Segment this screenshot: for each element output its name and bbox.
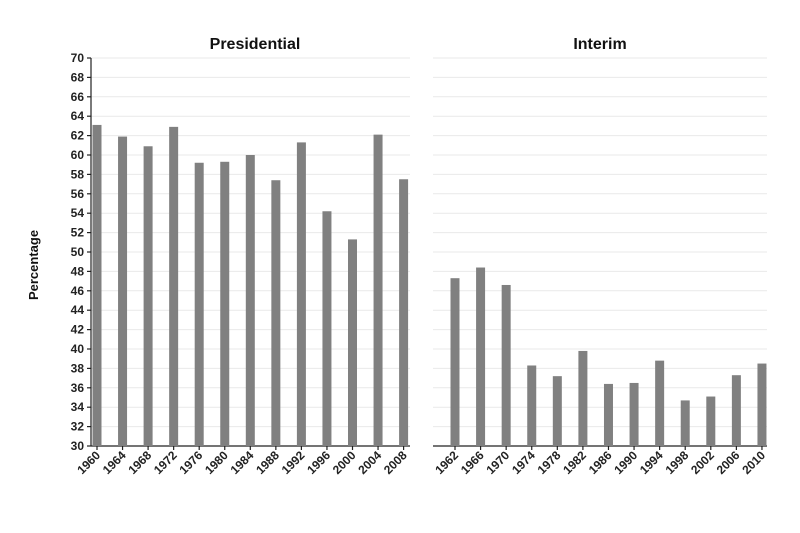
- x-tick-label: 1988: [253, 448, 282, 477]
- x-tick-label: 1966: [458, 448, 487, 477]
- x-tick-label: 2002: [688, 448, 717, 477]
- x-tick-label: 1998: [663, 448, 692, 477]
- y-tick-label: 40: [71, 342, 85, 356]
- chart-panel-1: Interim196219661970197419781982198619901…: [432, 36, 768, 477]
- y-tick-label: 44: [71, 303, 85, 317]
- bar-1986: [603, 383, 613, 446]
- x-tick-label: 1996: [304, 448, 333, 477]
- bar-1972: [169, 126, 179, 447]
- x-tick-label: 2008: [381, 448, 410, 477]
- x-tick-label: 1980: [202, 448, 231, 477]
- bar-1998: [680, 400, 690, 446]
- y-axis-label: Percentage: [26, 230, 41, 300]
- y-tick-label: 50: [71, 245, 85, 259]
- y-tick-label: 70: [71, 51, 85, 65]
- bar-1992: [296, 142, 306, 446]
- y-tick-label: 46: [71, 284, 85, 298]
- bar-1978: [552, 376, 562, 446]
- x-tick-label: 1992: [279, 448, 308, 477]
- y-tick-label: 64: [71, 109, 85, 123]
- x-tick-label: 2004: [355, 448, 384, 477]
- y-tick-label: 60: [71, 148, 85, 162]
- x-tick-label: 1964: [100, 448, 129, 477]
- bar-1964: [118, 136, 128, 446]
- bar-2004: [373, 134, 383, 446]
- y-tick-label: 52: [71, 226, 85, 240]
- x-tick-label: 1970: [483, 448, 512, 477]
- bar-1976: [194, 162, 204, 446]
- x-tick-label: 1962: [432, 448, 461, 477]
- bar-1966: [476, 267, 486, 446]
- bar-2010: [757, 363, 767, 446]
- y-tick-label: 62: [71, 129, 85, 143]
- bar-1982: [578, 350, 588, 446]
- x-tick-label: 1978: [535, 448, 564, 477]
- bar-1984: [245, 155, 255, 446]
- chart-panel-0: Presidential 30 32 34 36 38 40 42 44 46 48 50 52 54 56…: [71, 36, 410, 477]
- y-tick-label: 66: [71, 90, 85, 104]
- x-tick-label: 1994: [637, 448, 666, 477]
- bar-1960: [92, 124, 102, 447]
- panel-title: Interim: [573, 36, 626, 53]
- y-tick-label: 30: [71, 439, 85, 453]
- x-tick-label: 1990: [611, 448, 640, 477]
- bar-2002: [706, 396, 716, 446]
- y-tick-label: 36: [71, 381, 85, 395]
- x-tick-label: 1984: [228, 448, 257, 477]
- x-tick-label: 1974: [509, 448, 538, 477]
- bar-2008: [399, 179, 409, 446]
- bar-1968: [143, 146, 153, 446]
- y-tick-label: 42: [71, 323, 85, 337]
- x-tick-label: 1976: [177, 448, 206, 477]
- x-tick-label: 1982: [560, 448, 589, 477]
- bar-1996: [322, 211, 332, 446]
- x-tick-label: 1986: [586, 448, 615, 477]
- bar-1962: [450, 278, 460, 446]
- x-tick-label: 1972: [151, 448, 180, 477]
- chart-panels: Presidential 30 32 34 36 38 40 42 44 46 48 50 52 54 56…: [71, 36, 769, 477]
- bar-2000: [348, 239, 357, 446]
- x-tick-label: 2000: [330, 448, 359, 477]
- y-tick-label: 58: [71, 167, 85, 181]
- y-tick-label: 32: [71, 420, 85, 434]
- bar-1974: [527, 365, 537, 446]
- bar-1994: [655, 360, 665, 446]
- y-tick-label: 56: [71, 187, 85, 201]
- y-tick-label: 34: [71, 400, 85, 414]
- bar-2006: [731, 375, 741, 446]
- y-tick-label: 38: [71, 361, 85, 375]
- y-tick-label: 54: [71, 206, 85, 220]
- panel-title: Presidential: [210, 36, 301, 53]
- bar-1990: [629, 382, 639, 446]
- y-tick-label: 68: [71, 70, 85, 84]
- x-tick-label: 2010: [739, 448, 768, 477]
- x-tick-label: 2006: [714, 448, 743, 477]
- y-tick-label: 48: [71, 264, 85, 278]
- bar-1988: [271, 180, 281, 446]
- bar-1970: [501, 284, 511, 446]
- x-tick-label: 1968: [125, 448, 154, 477]
- bar-1980: [220, 161, 230, 447]
